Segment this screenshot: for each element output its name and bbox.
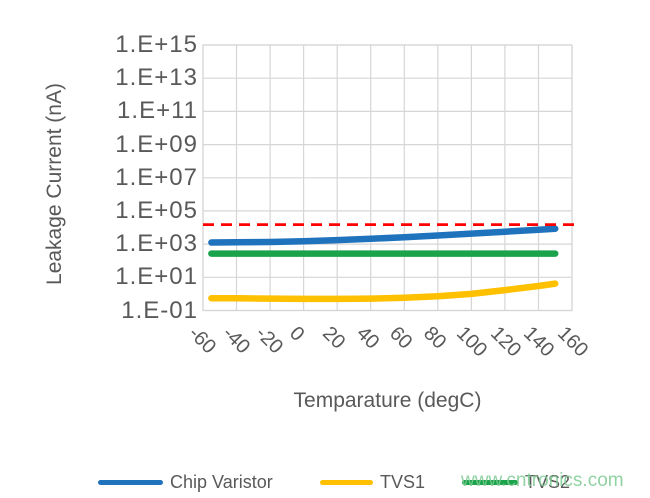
legend-marker-chip-varistor	[98, 479, 163, 485]
y-tick-label: 1.E+03	[115, 230, 198, 257]
y-tick-label: 1.E+01	[115, 263, 198, 290]
y-tick-label: 1.E+05	[115, 197, 198, 224]
legend-item-tvs2: TVS2	[462, 471, 571, 492]
gridlines	[202, 44, 573, 312]
legend-label-chip-varistor: Chip Varistor	[170, 471, 273, 492]
y-tick-label: 1.E+13	[115, 64, 198, 91]
legend-item-tvs1: TVS1	[320, 471, 426, 492]
y-tick-label: 1.E+15	[115, 31, 198, 58]
y-tick-label: 1.E+09	[115, 131, 198, 158]
legend-label-tvs2: TVS2	[525, 471, 571, 492]
x-axis-title: Temparature (degC)	[293, 389, 482, 412]
y-tick-label: 1.E+11	[117, 97, 198, 124]
legend-marker-tvs1	[320, 479, 373, 485]
legend-marker-tvs2	[462, 479, 518, 485]
series-line-chip-varistor	[208, 225, 559, 246]
series-line-tvs1	[208, 280, 559, 303]
legend-label-tvs1: TVS1	[380, 471, 426, 492]
y-tick-label: 1.E+07	[115, 164, 198, 191]
legend-item-chip-varistor: Chip Varistor	[98, 471, 273, 492]
y-axis-title: Leakage Current (nA)	[43, 83, 66, 285]
watermark: www.cntronics.com	[461, 470, 624, 491]
plot-area	[202, 44, 573, 312]
y-tick-label: 1.E-01	[121, 297, 198, 324]
